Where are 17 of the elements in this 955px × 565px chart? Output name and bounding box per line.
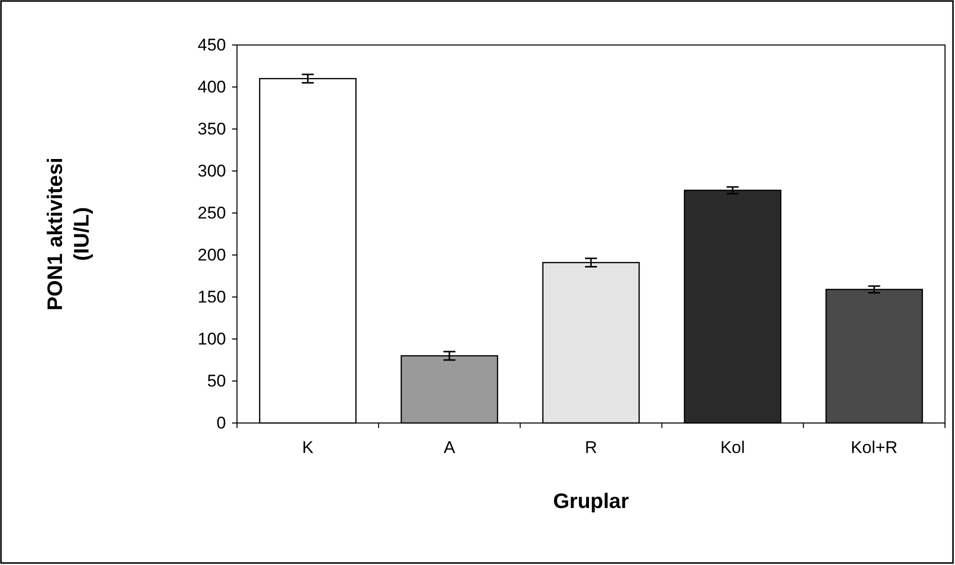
y-tick-label: 100 [198,329,226,348]
y-tick-label: 250 [198,203,226,222]
y-tick-label: 0 [216,413,226,432]
y-tick-label: 200 [198,245,226,264]
y-tick-label: 450 [198,35,226,54]
y-tick-label: 300 [198,161,226,180]
y-tick-label: 50 [207,371,226,390]
x-tick-label: K [302,438,314,458]
x-tick-label: Kol+R [850,438,898,458]
x-tick-label: Kol [720,438,745,458]
x-axis-title: Gruplar [553,490,629,513]
y-tick-label: 350 [198,119,226,138]
y-tick-label: 400 [198,77,226,96]
y-axis-title: PON1 aktivitesi (IU/L) [44,158,94,310]
y-tick-label: 150 [198,287,226,306]
x-tick-label: R [584,438,598,458]
x-tick-label: A [444,438,456,458]
